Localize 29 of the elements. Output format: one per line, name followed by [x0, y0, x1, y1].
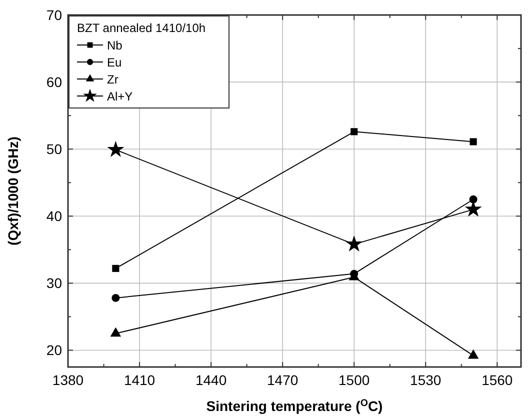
- y-tick-label: 60: [46, 74, 62, 90]
- y-tick-label: 40: [46, 208, 62, 224]
- x-tick-label: 1500: [338, 372, 370, 388]
- x-tick-label: 1410: [124, 372, 156, 388]
- legend-title: BZT annealed 1410/10h: [77, 21, 206, 35]
- point: [350, 128, 358, 136]
- x-tick-label: 1560: [482, 372, 513, 388]
- point: [346, 235, 363, 252]
- point: [112, 294, 120, 302]
- legend-label: Al+Y: [107, 90, 133, 104]
- x-axis-title: Sintering temperature ($^{O}$C): [206, 398, 383, 414]
- y-axis-title: (Qxf)/1000 (GHz): [5, 136, 21, 246]
- y-tick-label: 70: [46, 7, 62, 23]
- y-tick-label: 30: [46, 275, 62, 292]
- point: [107, 140, 124, 158]
- point: [470, 138, 477, 146]
- legend-label: Zr: [107, 72, 118, 86]
- point: [112, 264, 120, 272]
- x-tick-label: 1470: [267, 372, 298, 388]
- legend-label: Nb: [107, 38, 123, 52]
- point: [468, 349, 479, 359]
- y-tick-label: 50: [46, 141, 62, 158]
- point: [469, 195, 478, 204]
- legend-label: Eu: [107, 56, 122, 70]
- x-tick-label: 1440: [195, 372, 227, 388]
- point: [110, 327, 122, 337]
- x-tick-label: 1530: [410, 372, 442, 388]
- y-tick-label: 20: [46, 342, 62, 358]
- x-tick-label: 1380: [52, 372, 84, 388]
